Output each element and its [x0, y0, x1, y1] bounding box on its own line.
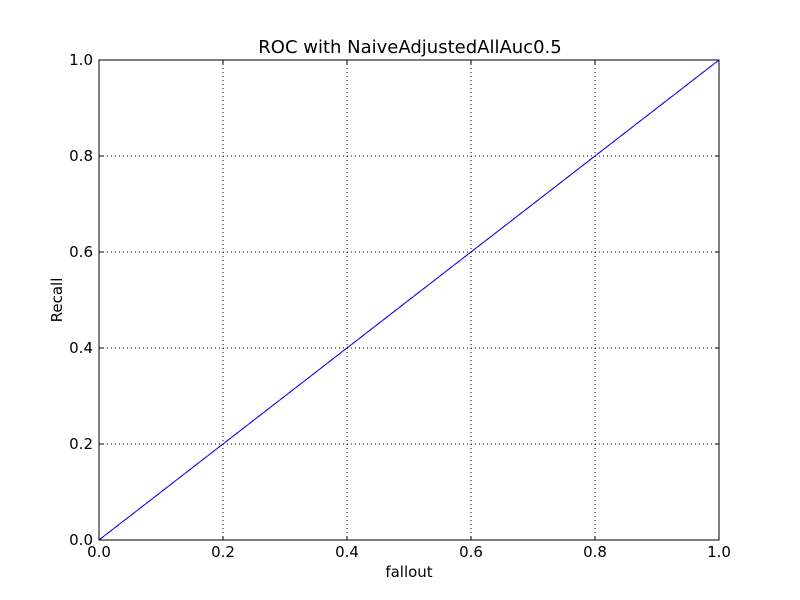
series-lines — [98, 59, 720, 541]
x-axis-label: fallout — [385, 563, 432, 581]
axis-ticks: 0.0 0.2 0.4 0.6 0.8 1.0 0.0 0.2 0.4 0.6 0.8 1.0 — [69, 51, 731, 561]
y-axis-label: Recall — [48, 278, 66, 323]
y-tick-label: 1.0 — [69, 51, 93, 69]
y-tick-label: 0.2 — [69, 435, 93, 453]
x-tick-label: 0.6 — [459, 543, 483, 561]
y-tick-label: 0.4 — [69, 339, 93, 357]
x-tick-label: 0.8 — [583, 543, 607, 561]
x-tick-label: 0.0 — [87, 543, 111, 561]
x-tick-label: 1.0 — [707, 543, 731, 561]
chart-title: ROC with NaiveAdjustedAllAuc0.5 — [258, 37, 561, 58]
series-line-1 — [98, 59, 720, 541]
x-tick-label: 0.4 — [335, 543, 359, 561]
y-tick-label: 0.0 — [69, 531, 93, 549]
y-tick-label: 0.6 — [69, 243, 93, 261]
plot-frame — [98, 59, 720, 541]
y-tick-label: 0.8 — [69, 147, 93, 165]
x-tick-label: 0.2 — [211, 543, 235, 561]
grid-lines — [99, 60, 719, 540]
